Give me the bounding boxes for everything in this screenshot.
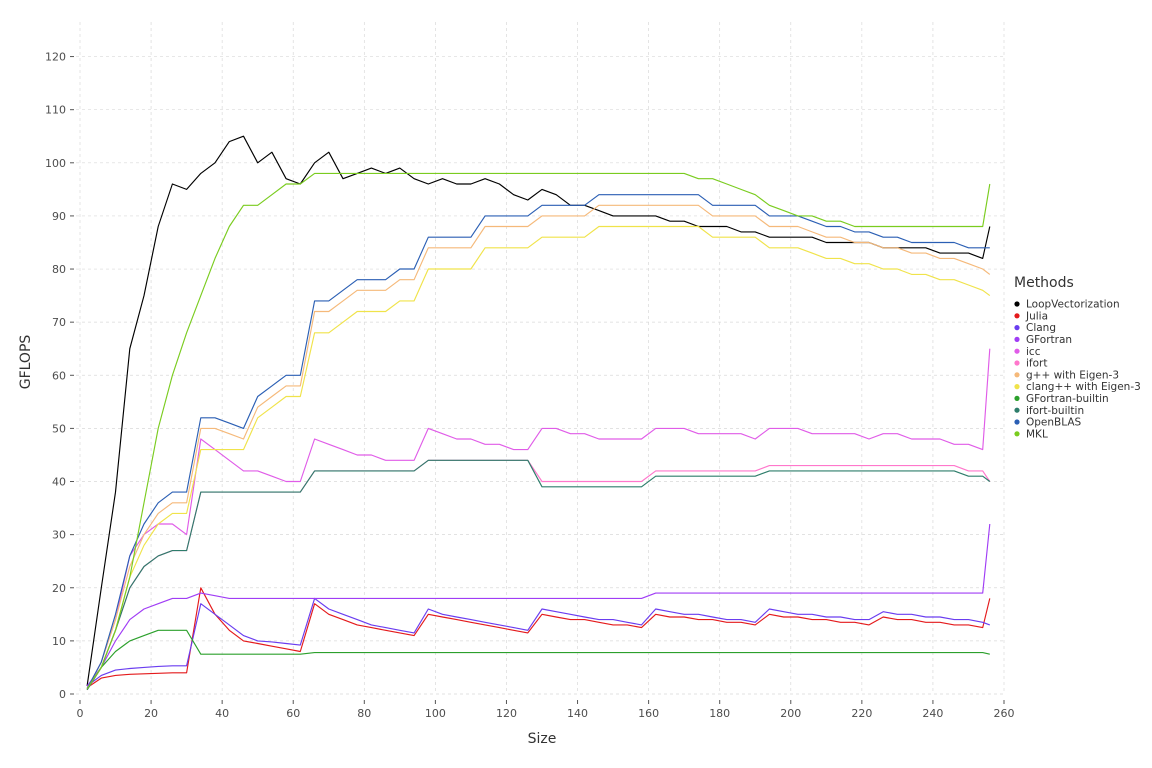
y-tick-label: 0	[59, 688, 66, 701]
x-tick-label: 260	[994, 707, 1015, 720]
x-tick-label: 240	[922, 707, 943, 720]
x-tick-label: 160	[638, 707, 659, 720]
x-tick-label: 40	[215, 707, 229, 720]
legend-label-openblas: OpenBLAS	[1026, 417, 1082, 429]
legend-label-mkl: MKL	[1026, 428, 1048, 440]
series-line-loopvectorization	[86, 135, 991, 687]
x-tick-label: 140	[567, 707, 588, 720]
legend-swatch-gfortran-builtin	[1014, 395, 1020, 401]
legend-label-gfortran: GFortran	[1026, 334, 1072, 346]
x-tick-label: 0	[77, 707, 84, 720]
x-tick-label: 100	[425, 707, 446, 720]
legend-label-icc: icc	[1026, 346, 1041, 358]
legend-swatch-mkl	[1014, 431, 1020, 437]
series-lines	[86, 135, 991, 691]
x-tick-label: 120	[496, 707, 517, 720]
series-line-clang-with-eigen-3	[86, 225, 991, 691]
y-tick-label: 20	[52, 582, 66, 595]
series-line-gfortran	[86, 523, 991, 687]
y-tick-label: 80	[52, 263, 66, 276]
legend-title: Methods	[1014, 275, 1074, 291]
legend-swatch-ifort-builtin	[1014, 407, 1020, 413]
legend: Methods LoopVectorizationJuliaClangGFort…	[1014, 275, 1141, 440]
series-line-g-with-eigen-3	[86, 204, 991, 691]
legend-swatch-ifort	[1014, 360, 1020, 366]
legend-swatch-openblas	[1014, 419, 1020, 425]
y-tick-label: 100	[45, 157, 66, 170]
legend-label-clang-with-eigen-3: clang++ with Eigen-3	[1026, 381, 1141, 393]
y-tick-label: 50	[52, 422, 66, 435]
y-tick-label: 110	[45, 104, 66, 117]
series-line-julia	[86, 587, 991, 689]
series-line-openblas	[86, 194, 990, 689]
y-tick-label: 60	[52, 369, 66, 382]
y-tick-label: 90	[52, 210, 66, 223]
legend-swatch-clang	[1014, 325, 1020, 331]
x-tick-label: 220	[851, 707, 872, 720]
legend-swatch-gfortran	[1014, 336, 1020, 342]
legend-label-g-with-eigen-3: g++ with Eigen-3	[1026, 369, 1119, 381]
y-axis-title: GFLOPS	[18, 335, 34, 390]
x-tick-label: 20	[144, 707, 158, 720]
legend-label-ifort: ifort	[1026, 358, 1047, 370]
legend-label-ifort-builtin: ifort-builtin	[1026, 405, 1084, 417]
x-tick-label: 180	[709, 707, 730, 720]
series-line-gfortran-builtin	[86, 629, 990, 690]
series-line-mkl	[86, 172, 991, 690]
x-axis-ticks: 0 20 40 60 80 100 120 140 160 180 200 220 240 260	[77, 700, 1015, 720]
y-tick-label: 70	[52, 316, 66, 329]
series-line-icc	[86, 348, 991, 689]
legend-label-julia: Julia	[1025, 310, 1048, 322]
y-tick-label: 120	[45, 51, 66, 64]
series-line-ifort	[86, 459, 991, 691]
legend-swatch-clang-with-eigen-3	[1014, 384, 1020, 390]
series-line-ifort-builtin	[86, 459, 991, 691]
x-tick-label: 200	[780, 707, 801, 720]
x-tick-label: 80	[357, 707, 371, 720]
x-tick-label: 60	[286, 707, 300, 720]
x-axis-title: Size	[528, 731, 557, 747]
y-axis-ticks: 0 10 20 30 40 50 60 70 80 90 100 110 120	[45, 51, 74, 701]
y-tick-label: 40	[52, 476, 66, 489]
legend-swatch-julia	[1014, 313, 1020, 319]
grid	[76, 22, 1005, 695]
y-tick-label: 30	[52, 529, 66, 542]
legend-label-gfortran-builtin: GFortran-builtin	[1026, 393, 1109, 405]
series-line-clang	[86, 597, 990, 687]
legend-label-loopvectorization: LoopVectorization	[1026, 299, 1120, 311]
y-tick-label: 10	[52, 635, 66, 648]
legend-swatch-g-with-eigen-3	[1014, 372, 1020, 378]
legend-label-clang: Clang	[1026, 322, 1056, 334]
legend-swatch-icc	[1014, 348, 1020, 354]
legend-swatch-loopvectorization	[1014, 301, 1020, 307]
